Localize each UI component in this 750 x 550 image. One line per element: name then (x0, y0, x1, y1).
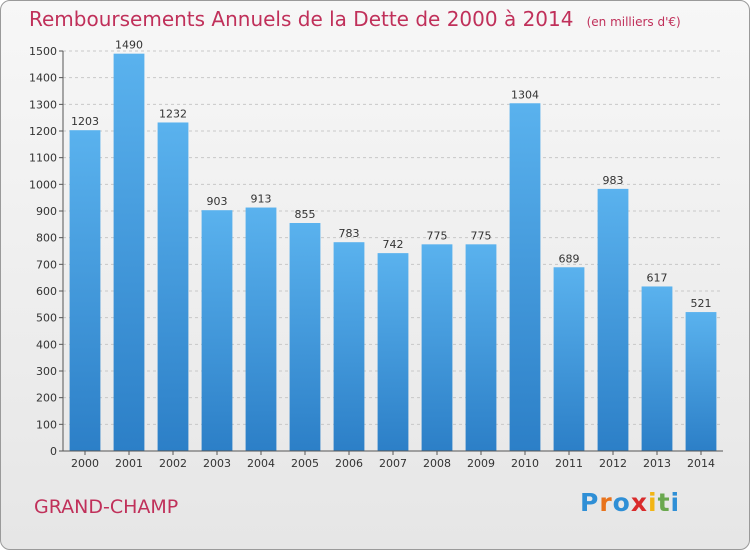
data-label-2007: 742 (383, 238, 404, 251)
y-tick-label: 500 (36, 312, 57, 325)
data-labels: 1203 1490 1232 903 913 855 783 742 775 775 1304 689… (71, 39, 712, 310)
bar-2008 (421, 244, 453, 451)
chart-subtitle: (en milliers d'€) (586, 15, 681, 29)
logo-letter: P (580, 488, 600, 517)
x-tick-label-2006: 2006 (335, 457, 363, 470)
bar-2009 (465, 244, 497, 451)
bar-2002 (157, 122, 189, 451)
logo-letter: i (670, 488, 681, 517)
data-label-2001: 1490 (115, 39, 143, 52)
y-tick-label: 1400 (29, 72, 57, 85)
x-tick-label-2001: 2001 (115, 457, 143, 470)
bar-2011 (553, 267, 585, 451)
bars (69, 53, 717, 452)
x-tick-label-2013: 2013 (643, 457, 671, 470)
logo-letter: r (599, 488, 613, 517)
bar-2010 (509, 103, 541, 452)
y-tick-label: 200 (36, 392, 57, 405)
x-tick-label-2000: 2000 (71, 457, 99, 470)
x-tick-label-2010: 2010 (511, 457, 539, 470)
y-tick-label: 1200 (29, 125, 57, 138)
y-tick-label: 1000 (29, 178, 57, 191)
logo-letter: o (612, 488, 631, 517)
y-tick-label: 400 (36, 338, 57, 351)
y-tick-label: 300 (36, 365, 57, 378)
y-tick-label: 0 (50, 445, 57, 458)
title-line: Remboursements Annuels de la Dette de 20… (29, 7, 681, 31)
x-tick-label-2012: 2012 (599, 457, 627, 470)
data-label-2011: 689 (559, 252, 580, 265)
logo-letter: t (657, 488, 671, 517)
data-label-2006: 783 (339, 227, 360, 240)
y-tick-label: 900 (36, 205, 57, 218)
bar-2013 (641, 286, 673, 451)
bar-2001 (113, 53, 145, 452)
data-label-2004: 913 (251, 193, 272, 206)
data-label-2014: 521 (691, 297, 712, 310)
y-axis-ticks: 0 100 200 300 400 500 600 700 800 900 1000 1100 1200… (29, 45, 63, 458)
data-label-2013: 617 (647, 271, 668, 284)
y-tick-label: 600 (36, 285, 57, 298)
y-tick-label: 700 (36, 258, 57, 271)
commune-name: GRAND-CHAMP (34, 496, 179, 518)
chart-title: Remboursements Annuels de la Dette de 20… (29, 7, 574, 31)
bar-2005 (289, 223, 321, 451)
logo-letter: i (648, 488, 658, 517)
logo-letter: x (630, 488, 648, 517)
bar-2007 (377, 253, 409, 451)
x-tick-label-2007: 2007 (379, 457, 407, 470)
data-label-2009: 775 (471, 229, 492, 242)
x-tick-label-2005: 2005 (291, 457, 319, 470)
data-label-2012: 983 (603, 174, 624, 187)
x-tick-label-2004: 2004 (247, 457, 275, 470)
bar-2003 (201, 210, 233, 451)
bar-2000 (69, 130, 101, 451)
data-label-2000: 1203 (71, 115, 99, 128)
x-axis-ticks: 2000 2001 2002 2003 2004 2005 2006 2007 2008 2009… (71, 451, 715, 470)
x-tick-label-2002: 2002 (159, 457, 187, 470)
x-tick-label-2014: 2014 (687, 457, 715, 470)
y-tick-label: 1300 (29, 98, 57, 111)
data-label-2010: 1304 (511, 88, 539, 101)
x-tick-label-2003: 2003 (203, 457, 231, 470)
bar-2012 (597, 188, 629, 451)
x-tick-label-2008: 2008 (423, 457, 451, 470)
data-label-2005: 855 (295, 208, 316, 221)
bar-2014 (685, 312, 717, 451)
data-label-2008: 775 (427, 229, 448, 242)
bar-2004 (245, 207, 277, 451)
y-tick-label: 800 (36, 232, 57, 245)
data-label-2002: 1232 (159, 107, 187, 120)
proxiti-logo: Proxiti (580, 488, 680, 517)
bar-2006 (333, 242, 365, 451)
y-tick-label: 1100 (29, 152, 57, 165)
y-tick-label: 1500 (29, 45, 57, 58)
x-tick-label-2009: 2009 (467, 457, 495, 470)
y-tick-label: 100 (36, 418, 57, 431)
data-label-2003: 903 (207, 195, 228, 208)
x-tick-label-2011: 2011 (555, 457, 583, 470)
